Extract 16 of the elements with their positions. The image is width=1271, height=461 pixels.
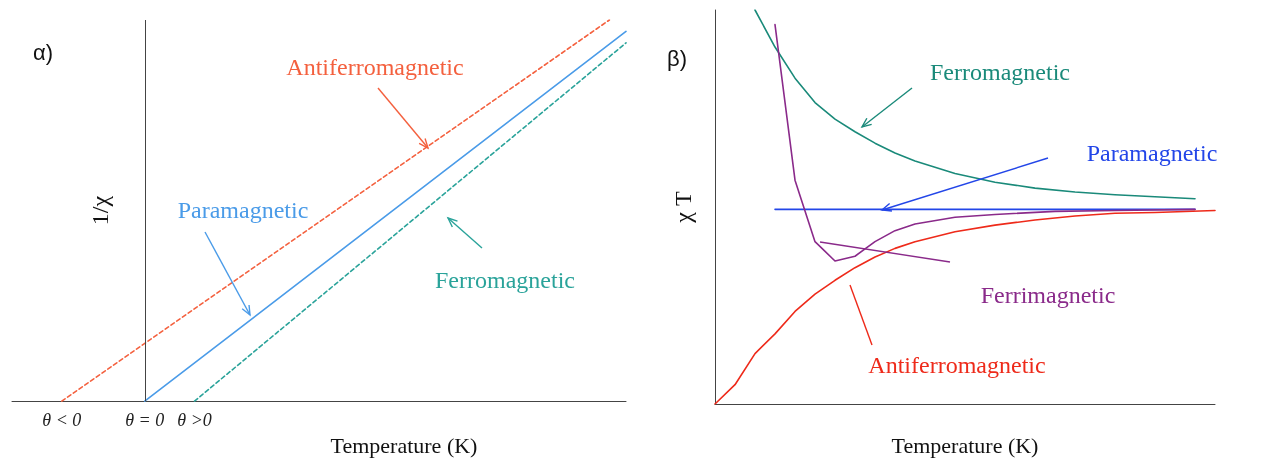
x-tick-label: θ = 0 xyxy=(125,410,165,431)
series-label: Paramagnetic xyxy=(177,197,309,223)
y-axis-title: χ T xyxy=(670,191,696,224)
series-label: Paramagnetic xyxy=(1086,140,1218,166)
text: Antiferromagnetic xyxy=(868,352,1046,378)
x-tick-label: θ >0 xyxy=(177,410,212,431)
x-axis-title: Temperature (K) xyxy=(330,432,478,458)
x-tick-label: θ < 0 xyxy=(42,410,82,431)
series-label: Antiferromagnetic xyxy=(286,54,464,80)
text: Ferrimagnetic xyxy=(980,282,1116,308)
legend-label: Ferromagnetic xyxy=(435,267,575,293)
text: Ferromagnetic xyxy=(930,59,1070,85)
y-axis-title: 1/χ xyxy=(87,195,113,226)
x-axis-title: Temperature (K) xyxy=(891,432,1039,458)
text: α) xyxy=(33,39,54,65)
text: β) xyxy=(667,45,687,71)
